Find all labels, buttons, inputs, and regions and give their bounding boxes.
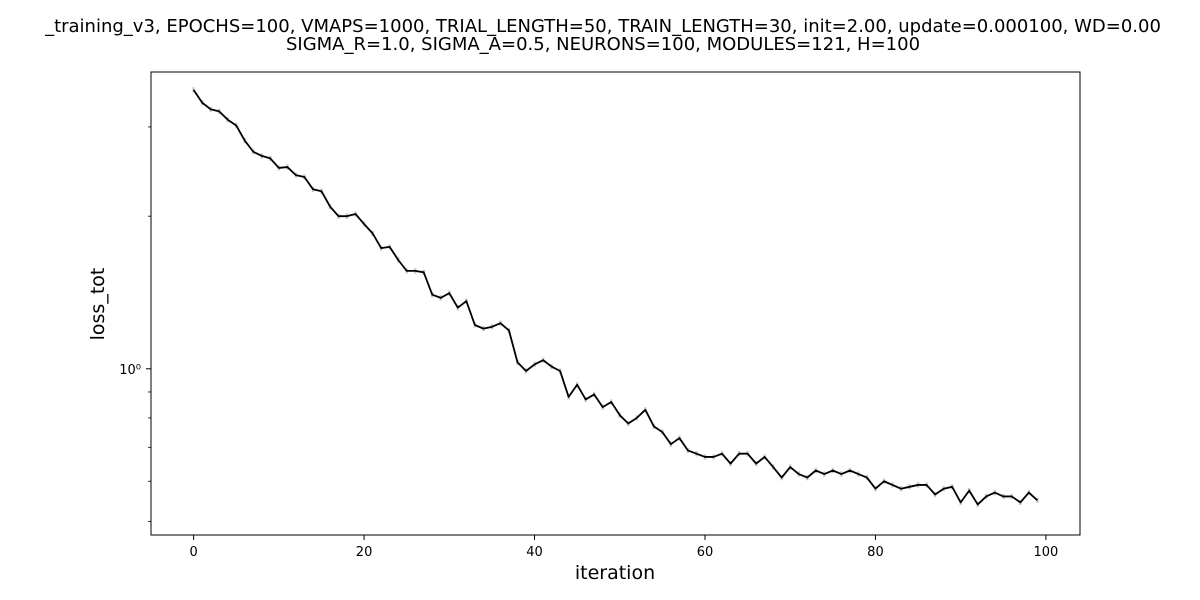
chart-title-line-1: _training_v3, EPOCHS=100, VMAPS=1000, TR… bbox=[44, 16, 1161, 37]
chart-title-line-2: SIGMA_R=1.0, SIGMA_A=0.5, NEURONS=100, M… bbox=[286, 34, 920, 55]
x-tick-label: 80 bbox=[867, 545, 884, 560]
y-tick-label: 10⁰ bbox=[119, 363, 141, 378]
y-axis-label: loss_tot bbox=[87, 268, 109, 341]
x-tick-label: 20 bbox=[356, 545, 373, 560]
plot-frame bbox=[150, 71, 1081, 536]
x-axis-ticks: 0 20 40 60 80 100 bbox=[189, 535, 1058, 560]
x-tick-label: 100 bbox=[1033, 545, 1058, 560]
x-axis-label: iteration bbox=[575, 562, 655, 584]
x-tick-label: 60 bbox=[697, 545, 714, 560]
loss-line bbox=[192, 89, 1039, 506]
y-axis-ticks: 10⁰ bbox=[119, 126, 151, 522]
x-tick-label: 40 bbox=[526, 545, 543, 560]
x-tick-label: 0 bbox=[189, 545, 197, 560]
